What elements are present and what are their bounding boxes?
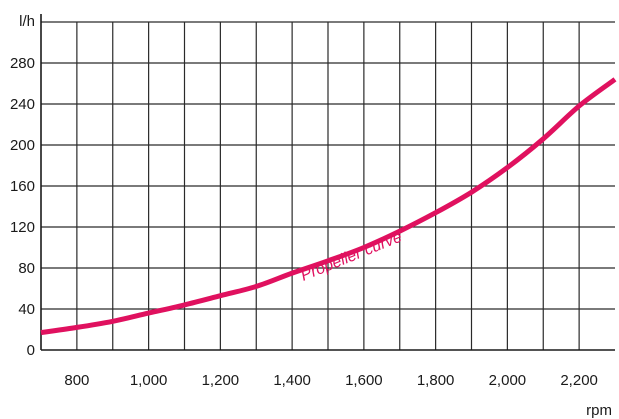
- curve-annotation: Propeller curve: [298, 229, 404, 285]
- x-axis-ticks: 800 1,000 1,200 1,400 1,600 1,800 2,000 2,200: [64, 372, 598, 389]
- y-tick-label: 0: [27, 342, 35, 359]
- series-group: [40, 77, 617, 336]
- y-tick-label: 120: [10, 219, 35, 236]
- y-tick-label: 280: [10, 55, 35, 72]
- y-axis-ticks: 0 40 80 120 160 200 240 280: [10, 55, 35, 359]
- x-tick-label: 2,200: [560, 372, 598, 389]
- x-tick-label: 2,000: [489, 372, 527, 389]
- x-tick-label: 1,800: [417, 372, 455, 389]
- x-tick-label: 1,400: [273, 372, 311, 389]
- y-tick-label: 80: [18, 260, 35, 277]
- axes: [40, 14, 615, 351]
- x-axis-label: rpm: [586, 402, 612, 419]
- grid: [41, 21, 615, 350]
- x-tick-label: 1,200: [202, 372, 240, 389]
- y-tick-label: 160: [10, 178, 35, 195]
- x-tick-label: 1,600: [345, 372, 383, 389]
- y-tick-label: 40: [18, 301, 35, 318]
- y-tick-label: 240: [10, 96, 35, 113]
- x-tick-label: 1,000: [130, 372, 168, 389]
- series-line: [40, 77, 617, 336]
- y-axis-label: l/h: [19, 13, 35, 30]
- x-tick-label: 800: [64, 372, 89, 389]
- y-tick-label: 200: [10, 137, 35, 154]
